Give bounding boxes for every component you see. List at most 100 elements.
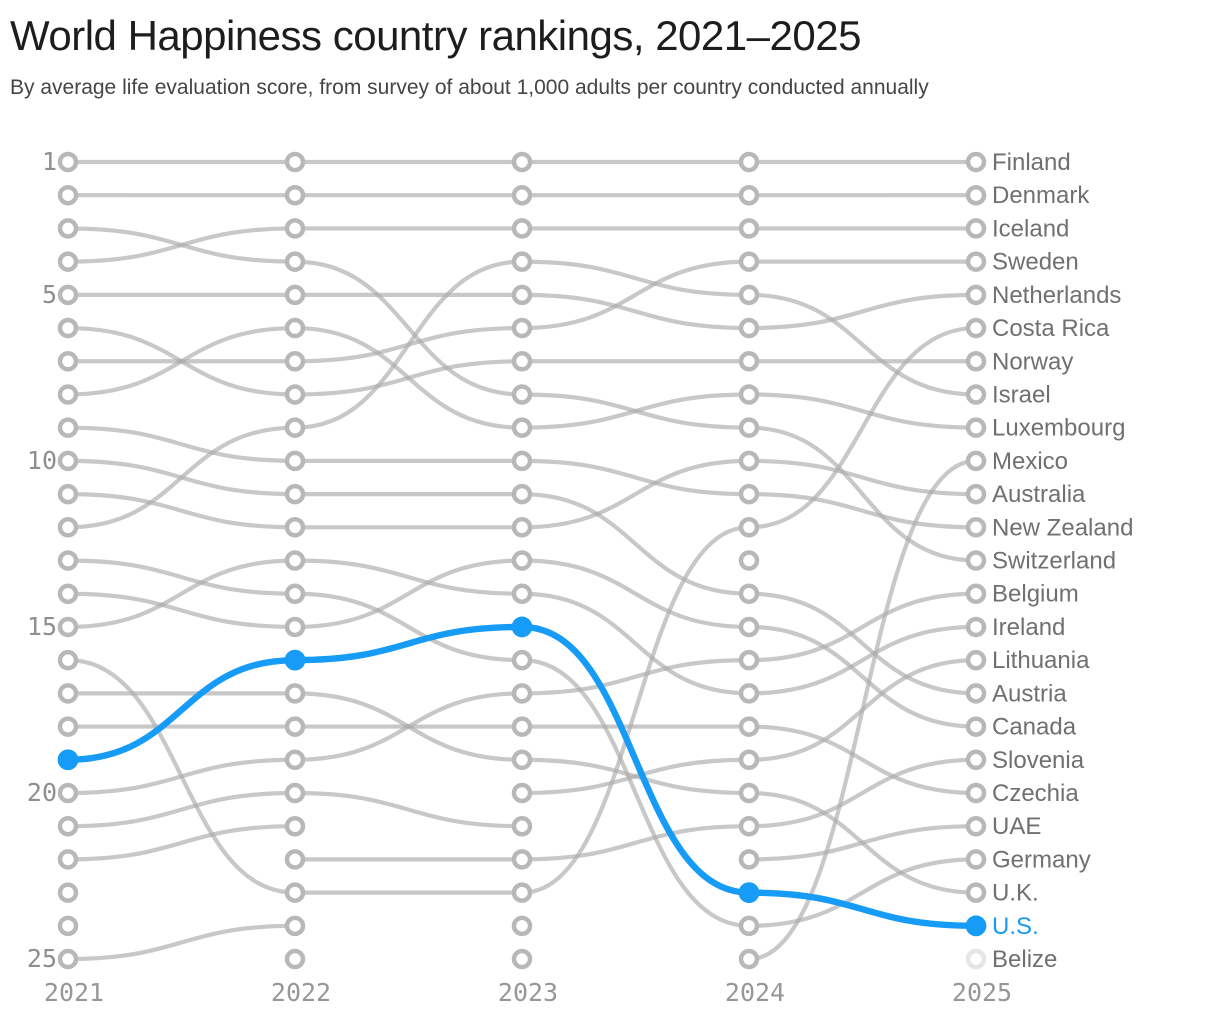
rank-dot — [511, 683, 533, 704]
rank-dot — [511, 583, 533, 604]
rank-dot — [57, 915, 79, 937]
rank-dot — [738, 184, 760, 206]
rank-dot — [965, 749, 987, 771]
rank-dot — [57, 948, 79, 970]
rank-dot — [511, 417, 533, 438]
rank-dot — [57, 317, 79, 339]
rank-dot — [284, 583, 306, 604]
rank-dot — [965, 517, 987, 538]
country-label: Finland — [992, 149, 1071, 176]
rank-dot — [965, 317, 987, 339]
rank-dot — [511, 151, 533, 173]
rank-dot — [57, 616, 79, 638]
highlighted-rank-dot — [57, 749, 79, 771]
y-tick-label: 5 — [42, 280, 57, 309]
rank-dot — [57, 583, 79, 604]
rank-dot — [511, 284, 533, 306]
rank-dot — [284, 716, 306, 737]
rank-dot — [57, 151, 79, 173]
country-label: Lithuania — [992, 647, 1090, 674]
x-tick-label: 2025 — [952, 978, 1012, 1007]
rank-dot — [738, 417, 760, 438]
y-tick-label: 10 — [27, 446, 57, 475]
rank-dot — [284, 251, 306, 272]
rank-dot — [738, 550, 760, 571]
country-label: Costa Rica — [992, 315, 1110, 342]
rank-dot — [738, 151, 760, 173]
ranking-line — [65, 824, 298, 862]
rank-dot — [738, 450, 760, 472]
x-tick-label: 2021 — [44, 978, 104, 1007]
highlighted-rank-dot — [738, 882, 760, 904]
country-label: Sweden — [992, 249, 1079, 276]
rank-dot — [965, 649, 987, 671]
rank-dot — [57, 284, 79, 306]
rank-dot — [57, 251, 79, 272]
country-label: Czechia — [992, 780, 1079, 807]
rank-dot — [284, 151, 306, 173]
rank-dot — [511, 948, 533, 970]
rank-dot — [965, 218, 987, 239]
rank-dot — [738, 948, 760, 970]
page-subtitle: By average life evaluation score, from s… — [10, 76, 929, 100]
rank-dot — [284, 218, 306, 239]
rank-dot — [965, 417, 987, 438]
rank-dot — [965, 716, 987, 737]
rank-dot — [511, 749, 533, 771]
rank-dot — [511, 915, 533, 937]
rank-dot — [57, 782, 79, 804]
country-label: Belgium — [992, 581, 1079, 608]
rank-dot — [738, 649, 760, 671]
rank-dot — [511, 716, 533, 737]
country-label: Israel — [992, 381, 1051, 408]
rank-dot — [965, 616, 987, 638]
rank-dot — [511, 649, 533, 671]
rank-dot — [511, 815, 533, 837]
country-label: U.S. — [992, 913, 1039, 940]
ranking-line — [65, 558, 979, 928]
x-tick-label: 2024 — [725, 978, 785, 1007]
rank-dot — [738, 483, 760, 505]
country-label: Switzerland — [992, 548, 1116, 575]
ranking-line — [65, 458, 979, 696]
rank-dot — [57, 517, 79, 538]
y-tick-label: 25 — [27, 944, 57, 973]
country-label: New Zealand — [992, 514, 1133, 541]
rank-dot — [57, 882, 79, 903]
rank-dot — [57, 849, 79, 870]
rank-dot — [284, 517, 306, 538]
rank-dot — [511, 384, 533, 405]
rank-dot — [965, 184, 987, 206]
country-label: Canada — [992, 714, 1077, 741]
rank-dot — [511, 450, 533, 472]
rank-dot — [284, 450, 306, 472]
x-tick-label: 2022 — [271, 978, 331, 1007]
rank-dot — [511, 483, 533, 505]
rank-dot — [738, 915, 760, 937]
rank-dot — [965, 815, 987, 837]
x-tick-label: 2023 — [498, 978, 558, 1007]
rank-dot — [738, 284, 760, 306]
rank-dot — [57, 649, 79, 671]
highlighted-rank-dot — [284, 649, 306, 671]
rank-dot — [57, 417, 79, 438]
rank-dot — [965, 683, 987, 704]
ranking-line — [292, 757, 979, 862]
country-label: Ireland — [992, 614, 1065, 641]
country-label: UAE — [992, 813, 1041, 840]
rank-dot — [57, 716, 79, 737]
rank-dot — [511, 550, 533, 571]
rank-dot — [284, 550, 306, 571]
rank-dot — [738, 782, 760, 804]
rank-dot — [284, 351, 306, 372]
rank-dot — [511, 782, 533, 804]
rank-dot-faded — [965, 948, 987, 970]
rank-dot — [965, 251, 987, 272]
page-title: World Happiness country rankings, 2021–2… — [10, 12, 861, 59]
rank-dot — [738, 384, 760, 405]
rank-dot — [511, 517, 533, 538]
rank-dot — [284, 749, 306, 771]
rank-dot — [738, 616, 760, 638]
